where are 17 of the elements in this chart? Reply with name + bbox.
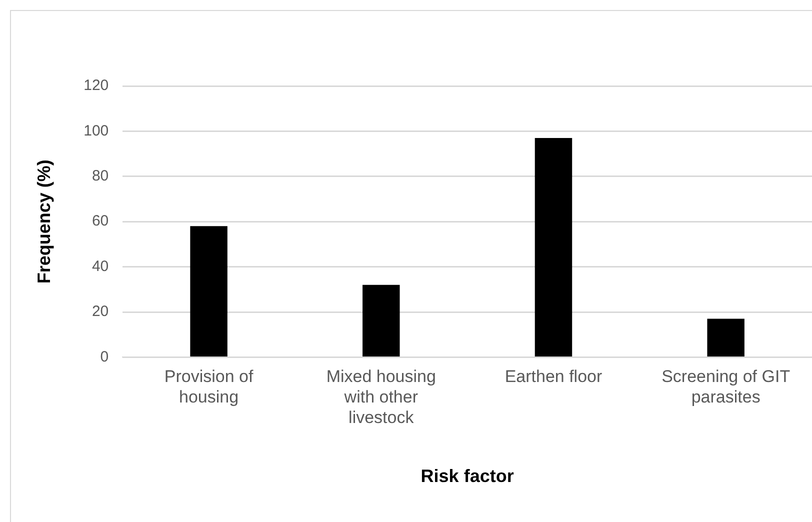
x-tick-label: Screening of GIT parasites [662, 367, 790, 406]
x-axis-title: Risk factor [420, 466, 514, 486]
bar [534, 138, 572, 356]
y-tick-label: 60 [92, 212, 109, 230]
x-tick-label: Mixed housing with other livestock [326, 367, 436, 427]
bar [190, 226, 228, 356]
x-tick-label: Earthen floor [504, 367, 602, 386]
bar [362, 284, 400, 356]
y-tick-label: 80 [92, 168, 109, 185]
y-tick-label: 120 [84, 77, 109, 94]
y-tick-label: 100 [84, 122, 109, 140]
x-tick-label: Provision of housing [164, 367, 254, 406]
bar [707, 318, 744, 356]
y-tick-label: 20 [92, 303, 109, 320]
y-axis-title: Frequency (%) [34, 160, 54, 284]
y-tick-label: 40 [92, 258, 109, 275]
y-tick-label: 0 [100, 348, 109, 366]
